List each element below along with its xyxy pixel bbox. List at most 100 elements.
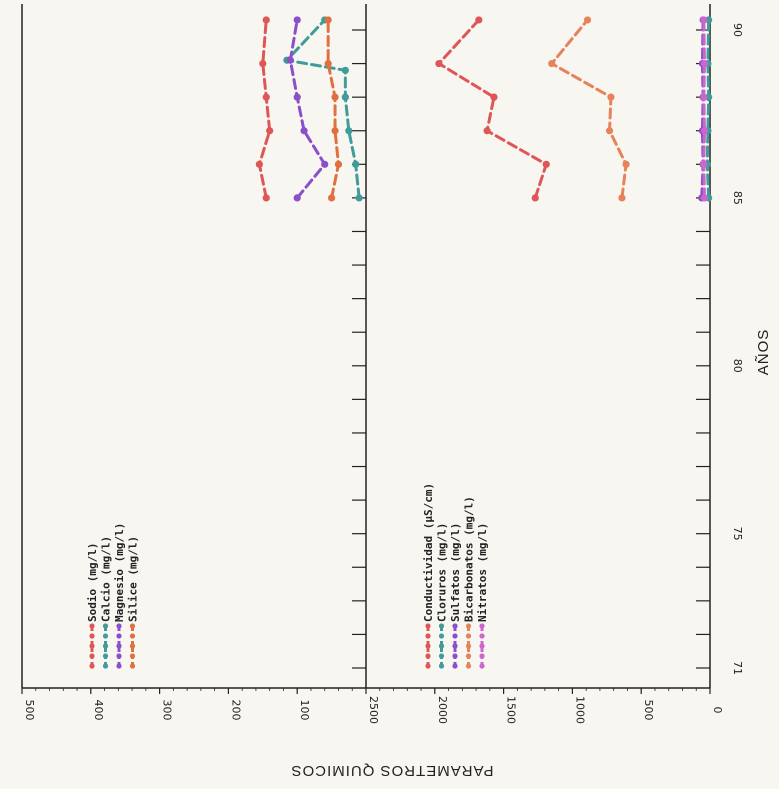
data-point: [331, 93, 339, 101]
value-tick-label: 200: [229, 700, 242, 721]
legend-swatch-dot: [89, 653, 95, 659]
legend-swatch-dot: [438, 663, 445, 669]
series-line: [326, 18, 340, 200]
legend-swatch-dot: [129, 643, 136, 649]
year-tick-label: 85: [731, 191, 744, 205]
data-point: [334, 160, 343, 168]
legend-label: Sodio (mg/l): [86, 543, 99, 622]
series-line: [549, 18, 628, 200]
series-layer: [255, 16, 713, 202]
data-point: [324, 16, 332, 24]
legend-swatch-dot: [129, 633, 136, 639]
data-point: [622, 160, 630, 168]
value-tick-label: 2000: [436, 696, 449, 724]
legend-swatch-dot: [89, 643, 95, 649]
legend-swatch-dot: [465, 643, 472, 649]
data-point: [490, 93, 498, 101]
data-point: [483, 127, 491, 135]
value-tick-label: 1500: [505, 696, 518, 724]
legend-swatch-dot: [89, 623, 95, 629]
legend-swatch-dot: [479, 623, 485, 629]
data-point: [352, 160, 360, 168]
legend-swatch-dot: [452, 633, 458, 639]
value-tick-label: 100: [298, 700, 311, 721]
data-point: [475, 16, 483, 24]
legend-swatch-dot: [116, 653, 122, 659]
legend-swatch-dot: [102, 663, 109, 669]
y-axis-title: PARAMETROS QUIMICOS: [291, 762, 494, 779]
data-point: [341, 93, 349, 101]
data-point: [542, 160, 550, 168]
data-point: [607, 93, 615, 101]
data-point: [548, 59, 556, 68]
data-point: [324, 59, 332, 68]
data-point: [700, 127, 709, 135]
data-point: [262, 93, 270, 101]
legend-layer: Sodio (mg/l) Calcio (mg/l) Magnesio (mg/l)…: [86, 483, 489, 669]
legend-swatch-dot: [479, 653, 485, 659]
x-axis-title: AÑOS: [755, 329, 772, 376]
series-line: [705, 18, 711, 200]
legend-swatch-dot: [89, 633, 95, 639]
legend-swatch-dot: [129, 623, 136, 629]
legend-swatch-dot: [438, 653, 445, 659]
data-point: [259, 59, 267, 68]
value-tick-label: 2500: [367, 696, 380, 724]
data-point: [355, 194, 363, 202]
data-point: [435, 59, 443, 68]
legend-swatch-dot: [479, 663, 485, 669]
legend-swatch-dot: [465, 623, 472, 629]
legend-swatch-dot: [116, 633, 122, 639]
year-tick-label: 71: [731, 661, 744, 675]
legend-swatch-dot: [438, 643, 445, 649]
data-point: [293, 16, 301, 24]
data-point: [331, 127, 339, 135]
value-tick-label: 0: [711, 707, 724, 714]
series-line: [288, 18, 327, 200]
legend-swatch-dot: [465, 633, 472, 639]
data-point: [300, 127, 308, 135]
value-tick-label: 500: [23, 700, 36, 721]
legend-swatch-dot: [102, 623, 109, 629]
data-point: [700, 59, 709, 68]
legend-swatch-dot: [438, 623, 445, 629]
data-point: [700, 160, 708, 168]
legend-swatch-dot: [129, 653, 136, 659]
legend-label: Nitratos (mg/l): [476, 523, 489, 622]
legend-swatch-dot: [425, 643, 431, 649]
data-point: [341, 66, 349, 74]
data-point: [328, 194, 336, 202]
data-point: [605, 127, 614, 135]
legend-label: Calcio (mg/l): [100, 536, 113, 622]
data-point: [321, 160, 329, 168]
legend-label: Magnesio (mg/l): [113, 523, 126, 622]
data-point: [531, 194, 539, 202]
data-point: [262, 16, 270, 24]
data-point: [293, 93, 301, 101]
legend-swatch-dot: [102, 633, 109, 639]
legend-label: Cloruros (mg/l): [436, 523, 449, 622]
data-point: [618, 194, 626, 202]
legend-swatch-dot: [452, 663, 458, 669]
data-point: [255, 160, 263, 168]
value-tick-label: 400: [92, 700, 105, 721]
legend-swatch-dot: [479, 643, 485, 649]
legend-swatch-dot: [425, 633, 431, 639]
series-line: [702, 18, 706, 200]
data-point: [286, 56, 294, 64]
data-point: [700, 194, 709, 202]
series-line: [283, 18, 361, 200]
legend-swatch-dot: [438, 633, 445, 639]
data-point: [345, 127, 353, 135]
data-point: [266, 127, 274, 135]
legend-label: Conductividad (µS/cm): [422, 483, 435, 622]
series-line: [257, 18, 272, 200]
value-tick-label: 1000: [573, 696, 586, 724]
legend-label: Silice (mg/l): [127, 536, 140, 622]
legend-label: Sulfatos (mg/l): [449, 523, 462, 622]
legend-swatch-dot: [425, 623, 431, 629]
legend-swatch-dot: [116, 643, 122, 649]
data-point: [700, 16, 708, 24]
legend-swatch-dot: [129, 663, 136, 669]
value-tick-label: 500: [642, 700, 655, 721]
